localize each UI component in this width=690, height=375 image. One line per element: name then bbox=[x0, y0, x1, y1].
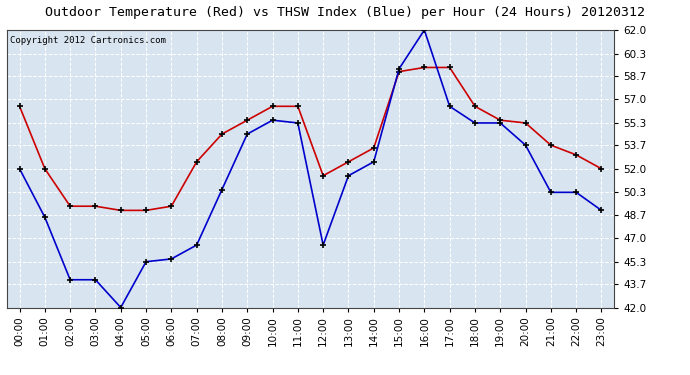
Text: Outdoor Temperature (Red) vs THSW Index (Blue) per Hour (24 Hours) 20120312: Outdoor Temperature (Red) vs THSW Index … bbox=[45, 6, 645, 19]
Text: Copyright 2012 Cartronics.com: Copyright 2012 Cartronics.com bbox=[10, 36, 166, 45]
